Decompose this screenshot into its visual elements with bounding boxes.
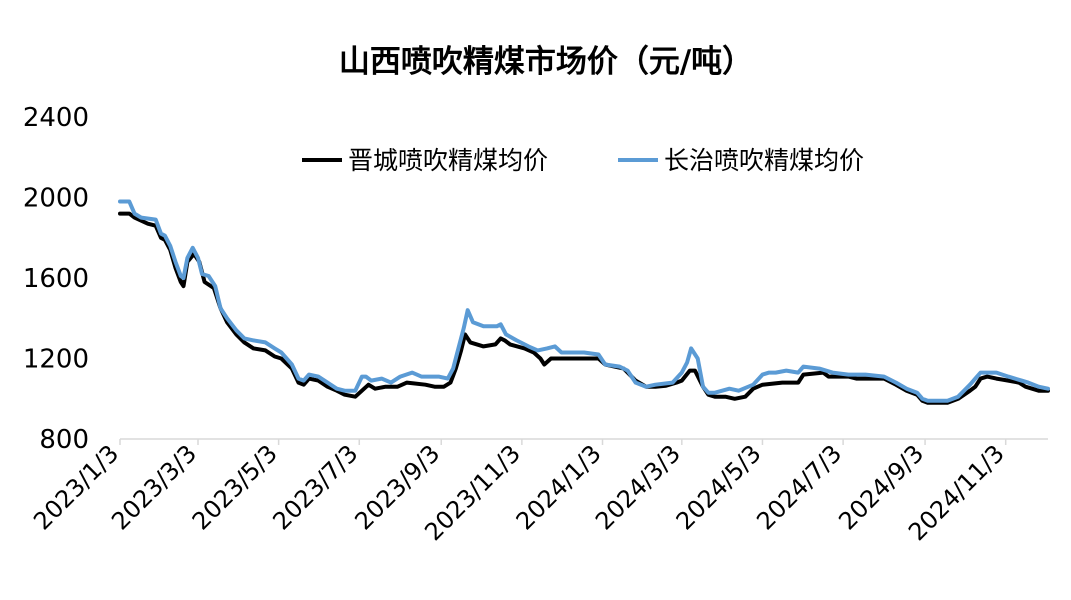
x-tick-label: 2023/5/3 bbox=[187, 439, 283, 535]
y-axis: 800 1200 1600 2000 2400 bbox=[23, 103, 89, 455]
x-tick-label: 2023/7/3 bbox=[267, 439, 363, 535]
series-line-jincheng bbox=[118, 211, 1050, 405]
y-tick-label: 1200 bbox=[23, 345, 89, 375]
legend-label-changzhi: 长治喷吹精煤均价 bbox=[664, 146, 864, 175]
y-tick-label: 2400 bbox=[23, 103, 89, 133]
y-tick-label: 800 bbox=[39, 425, 89, 455]
legend: 晋城喷吹精煤均价 长治喷吹精煤均价 bbox=[302, 146, 864, 175]
chart-title: 山西喷吹精煤市场价（元/吨） bbox=[339, 44, 753, 80]
x-tick-label: 2023/3/3 bbox=[106, 439, 202, 535]
series-line-changzhi bbox=[118, 199, 1050, 403]
legend-label-jincheng: 晋城喷吹精煤均价 bbox=[348, 146, 548, 175]
x-tick-label: 2024/1/3 bbox=[511, 439, 607, 535]
x-tick-label: 2024/7/3 bbox=[751, 439, 847, 535]
x-tick-label: 2024/3/3 bbox=[590, 439, 686, 535]
y-tick-label: 1600 bbox=[23, 264, 89, 294]
series-layer bbox=[118, 199, 1050, 405]
y-tick-label: 2000 bbox=[23, 184, 89, 214]
x-axis: 2023/1/32023/3/32023/5/32023/7/32023/9/3… bbox=[28, 438, 1048, 546]
x-tick-label: 2024/5/3 bbox=[671, 439, 767, 535]
